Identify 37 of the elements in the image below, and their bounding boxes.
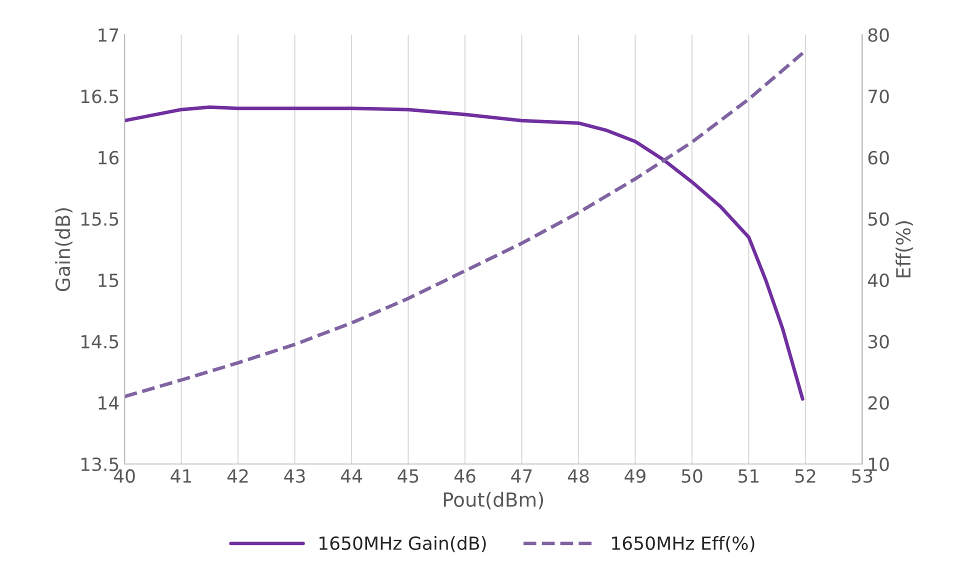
legend-label: 1650MHz Eff(%) <box>612 536 754 552</box>
x-tick-label: 47 <box>511 469 532 483</box>
y-tick-label: 17 <box>98 28 118 42</box>
y2-tick-label: 50 <box>868 212 889 226</box>
y-tick-label: 14 <box>98 396 119 410</box>
x-axis-title: Pout(dBm) <box>444 492 544 510</box>
y-tick-label: 16 <box>98 150 119 165</box>
x-tick-label: 52 <box>795 469 816 483</box>
x-tick-label: 43 <box>284 469 305 483</box>
y-axis-title: Gain(dB) <box>55 208 72 292</box>
y2-tick-label: 10 <box>869 457 889 472</box>
line-series <box>124 105 804 401</box>
legend-label: 1650MHz Gain(dB) <box>320 536 486 552</box>
x-tick-label: 49 <box>624 469 646 483</box>
y-tick-label: 16.5 <box>81 90 118 104</box>
y2-tick-label: 70 <box>868 90 889 104</box>
y2-axis-title: Eff(%) <box>896 221 913 278</box>
y-tick-label: 14.5 <box>81 335 118 348</box>
x-tick-label: 50 <box>682 469 702 483</box>
x-tick-label: 42 <box>227 469 248 483</box>
x-tick-label: 46 <box>454 469 476 483</box>
y2-tick-label: 30 <box>868 334 889 348</box>
y2-tick-label: 40 <box>868 274 889 288</box>
y-tick-label: 15 <box>98 274 118 288</box>
x-tick-label: 44 <box>340 469 362 483</box>
y-tick-label: 13.5 <box>81 457 118 472</box>
x-tick-label: 45 <box>398 469 418 483</box>
x-tick-label: 40 <box>114 469 135 483</box>
x-tick-label: 48 <box>568 469 589 483</box>
y2-tick-label: 60 <box>868 150 889 165</box>
y2-tick-label: 80 <box>868 28 889 42</box>
x-tick-label: 51 <box>738 469 759 483</box>
y-tick-label: 15.5 <box>81 212 118 226</box>
x-tick-label: 53 <box>852 469 872 483</box>
x-tick-label: 41 <box>170 469 192 483</box>
y2-tick-label: 20 <box>868 396 889 410</box>
line-series <box>124 51 804 398</box>
